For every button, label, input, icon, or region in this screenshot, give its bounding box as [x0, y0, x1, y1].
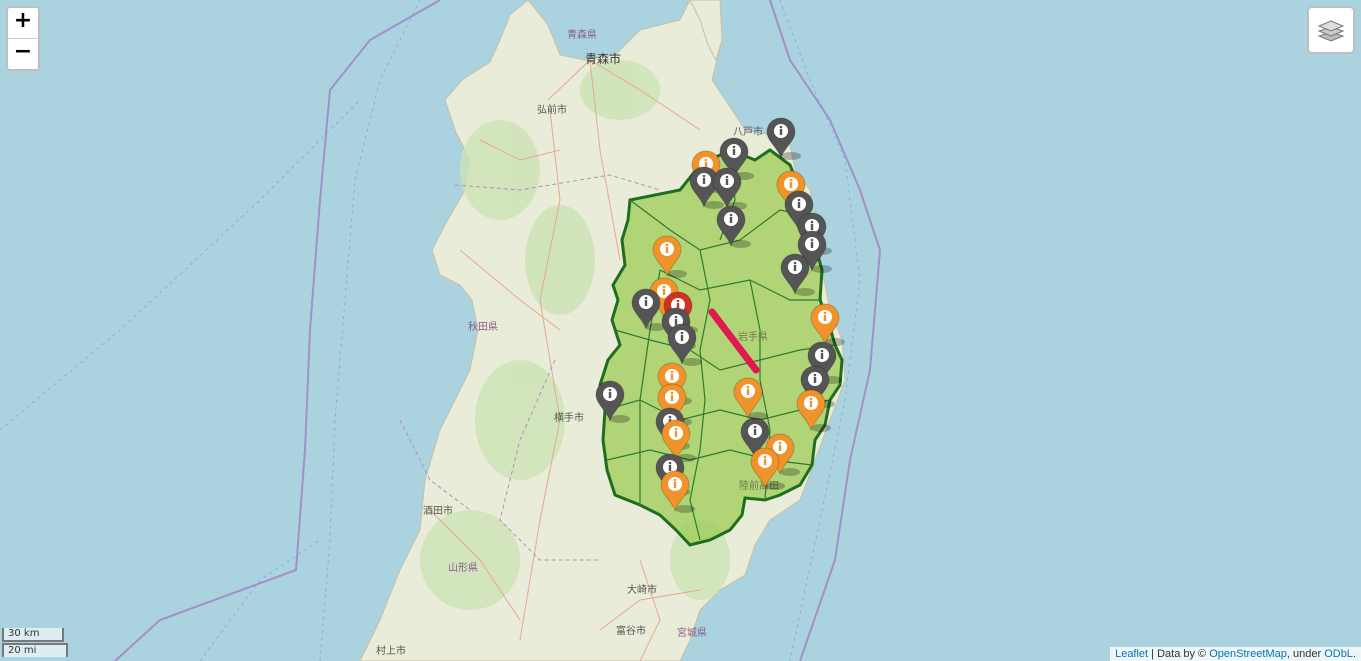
scale-mi: 20 mi [2, 643, 68, 657]
label-osaki: 大崎市 [627, 583, 657, 596]
place-labels: 青森県 青森市 弘前市 八戸市 秋田県 岩手県 横手市 酒田市 山形県 大崎市 … [376, 28, 779, 657]
map-marker-gray[interactable] [631, 288, 666, 331]
label-aomori-city: 青森市 [585, 51, 621, 66]
road-network [429, 59, 701, 661]
map-marker-orange[interactable] [765, 433, 800, 476]
map-marker-gray[interactable] [780, 253, 815, 296]
attribution: Leaflet | Data by © OpenStreetMap, under… [1110, 647, 1361, 661]
map-marker-orange[interactable] [652, 235, 687, 278]
zoom-control: + − [6, 6, 40, 71]
odbl-link[interactable]: ODbL [1324, 648, 1353, 660]
map-marker-gray[interactable] [667, 323, 702, 366]
map-marker-gray[interactable] [716, 205, 751, 248]
zoom-out-button[interactable]: − [8, 38, 38, 69]
layers-icon [1317, 20, 1345, 42]
map-marker-gray[interactable] [595, 380, 630, 423]
label-akita-pref: 秋田県 [468, 320, 498, 333]
map-marker-gray[interactable] [689, 166, 724, 209]
label-hachinohe: 八戸市 [733, 125, 763, 138]
map-marker-orange[interactable] [660, 470, 695, 513]
label-tome: 富谷市 [616, 624, 646, 637]
map-marker-gray[interactable] [807, 341, 842, 384]
label-iwate-pref: 岩手県 [738, 330, 768, 343]
map-marker-orange[interactable] [796, 389, 831, 432]
route-line[interactable] [708, 308, 760, 374]
map-marker-gray[interactable] [797, 230, 832, 273]
label-yokote: 横手市 [554, 411, 584, 424]
map-marker-gray[interactable] [766, 117, 801, 160]
label-sakata: 酒田市 [423, 504, 453, 517]
attribution-dot: . [1352, 648, 1356, 660]
map-marker-orange[interactable] [750, 447, 785, 490]
attribution-text: | Data by © [1148, 648, 1210, 660]
attribution-under: , under [1286, 648, 1325, 660]
label-yamagata-pref: 山形県 [448, 562, 478, 574]
label-murakami: 村上市 [376, 644, 406, 657]
label-miyagi-pref: 宮城県 [677, 626, 707, 639]
admin-boundaries [399, 174, 661, 561]
map-marker-orange[interactable] [810, 303, 845, 346]
leaflet-link[interactable]: Leaflet [1115, 648, 1149, 660]
map-marker-orange[interactable] [733, 377, 768, 420]
marker-layer [595, 117, 845, 513]
label-rikuzentakata: 陸前高田 [739, 479, 779, 492]
scale-control: 30 km 20 mi [2, 628, 68, 657]
dashed-sea-lines [0, 0, 861, 661]
label-aomori-pref: 青森県 [567, 28, 597, 41]
scale-km: 30 km [2, 628, 64, 642]
zoom-in-button[interactable]: + [13, 8, 33, 33]
osm-link[interactable]: OpenStreetMap [1209, 648, 1287, 660]
layers-control-button[interactable] [1307, 6, 1355, 54]
territorial-lines [114, 0, 882, 661]
label-hirosaki: 弘前市 [537, 103, 567, 116]
